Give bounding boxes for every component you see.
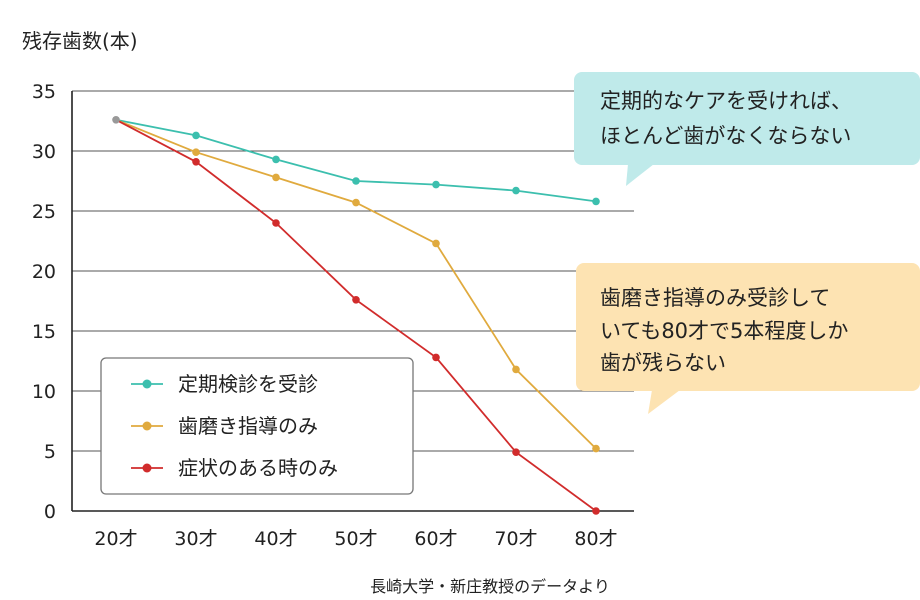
- x-tick-label: 30才: [174, 528, 217, 550]
- y-tick-labels: 0 5 10 15 20 25 30 35: [32, 81, 56, 523]
- callouts: 定期的なケアを受ければ、ほとんど歯がなくならない歯磨き指導のみ受診していても80…: [574, 72, 920, 414]
- x-tick-label: 70才: [494, 528, 537, 550]
- data-point: [352, 198, 360, 207]
- y-tick-label: 10: [32, 381, 56, 403]
- callout-text: 歯磨き指導のみ受診して: [600, 286, 830, 310]
- data-point: [592, 507, 600, 515]
- data-point: [592, 197, 600, 206]
- data-point: [192, 131, 200, 140]
- data-point: [512, 448, 520, 457]
- y-tick-label: 0: [44, 501, 56, 523]
- x-tick-labels: 20才 30才 40才 50才 60才 70才 80才: [94, 528, 617, 550]
- data-point: [432, 180, 440, 189]
- y-tick-label: 35: [32, 81, 56, 103]
- data-point: [512, 365, 520, 374]
- data-point: [192, 158, 200, 166]
- data-point: [192, 148, 200, 156]
- data-point: [352, 177, 360, 185]
- legend-box: [100, 357, 414, 495]
- legend-label: 定期検診を受診: [178, 372, 318, 396]
- callout-box: [574, 72, 920, 165]
- callout-text: いても80才で5本程度しか: [600, 319, 848, 343]
- callout-box: [576, 263, 920, 391]
- x-tick-label: 50才: [334, 528, 377, 550]
- legend-label: 歯磨き指導のみ: [178, 414, 318, 438]
- series-lines: [112, 116, 600, 515]
- data-point: [432, 353, 440, 362]
- y-axis-label: 残存歯数(本): [22, 29, 138, 53]
- callout-text: 定期的なケアを受ければ、: [600, 89, 852, 113]
- legend-label: 症状のある時のみ: [178, 456, 338, 480]
- x-tick-label: 20才: [94, 528, 137, 550]
- y-tick-label: 20: [32, 261, 56, 283]
- callout-text: ほとんど歯がなくならない: [600, 124, 851, 148]
- series-line: [115, 118, 597, 203]
- legend-marker: [142, 421, 152, 431]
- callout-tail: [648, 390, 680, 414]
- y-tick-label: 30: [32, 141, 56, 163]
- data-point: [352, 296, 360, 304]
- callout-text: 歯が残らない: [600, 351, 726, 375]
- data-point: [512, 186, 520, 195]
- data-point: [432, 239, 440, 248]
- x-tick-label: 60才: [414, 528, 457, 550]
- legend-marker: [142, 379, 152, 389]
- callout-tail: [626, 164, 654, 186]
- start-point: [112, 116, 120, 124]
- y-tick-label: 25: [32, 201, 56, 223]
- data-point: [592, 444, 600, 453]
- y-tick-label: 15: [32, 321, 56, 343]
- x-tick-label: 80才: [574, 528, 617, 550]
- data-point: [272, 155, 280, 164]
- legend-marker: [142, 463, 152, 473]
- data-point: [272, 219, 280, 227]
- data-point: [272, 173, 280, 182]
- source-note: 長崎大学・新庄教授のデータより: [370, 577, 610, 596]
- x-tick-label: 40才: [254, 528, 297, 550]
- y-tick-label: 5: [44, 441, 56, 463]
